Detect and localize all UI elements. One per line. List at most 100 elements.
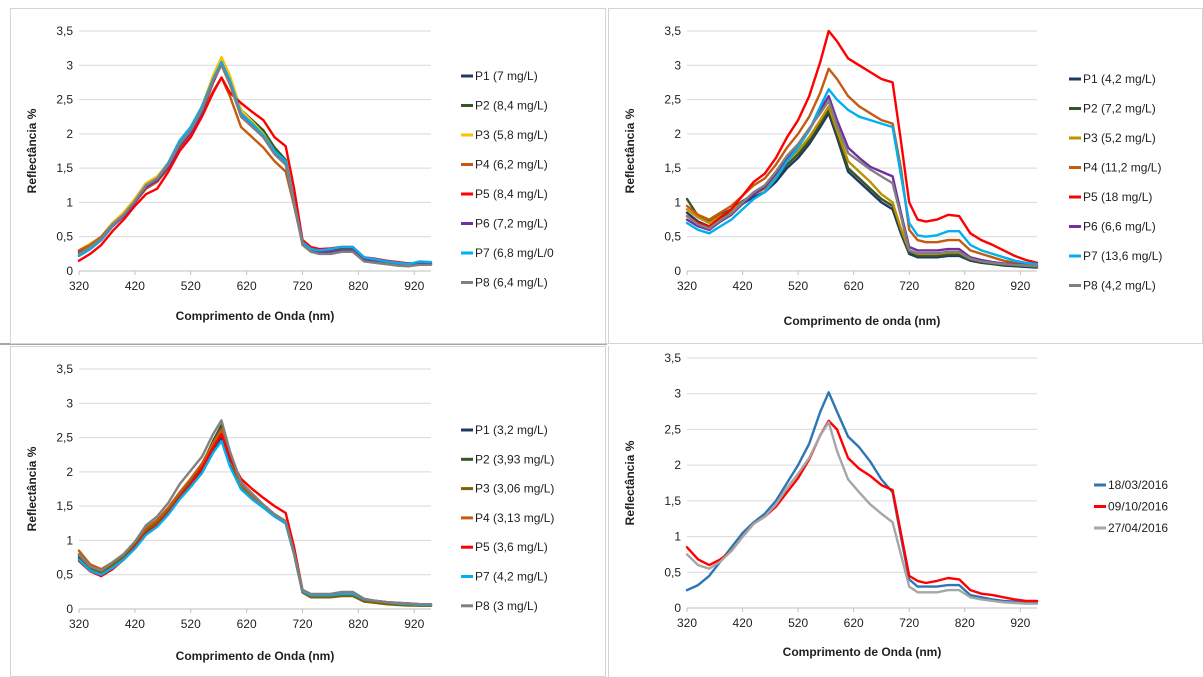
legend-label: P4 (3,13 mg/L) — [475, 511, 554, 525]
x-tick-label: 620 — [844, 279, 864, 293]
legend: P1 (4,2 mg/L) P2 (7,2 mg/L) P3 (5,2 mg/L) P… — [1069, 72, 1162, 293]
y-tick-label: 2,5 — [664, 93, 681, 107]
series-line-7 — [685, 88, 1039, 266]
chart-svg-1: 0 0,5 1 1,5 2 2,5 3 3,5 320 420 520 620 720 820 920 Com… — [25, 24, 554, 323]
series-line-3 — [77, 55, 433, 268]
series-line-3 — [77, 429, 433, 607]
legend-label: P7 (13,6 mg/L) — [1083, 249, 1162, 263]
legend-label: P2 (3,93 mg/L) — [475, 452, 554, 466]
y-tick-label: 1 — [66, 195, 73, 209]
chart-svg-2: 0 0,5 1 1,5 2 2,5 3 3,5 320 420 520 620 720 820 920 Com… — [623, 24, 1162, 328]
legend-label: P3 (5,8 mg/L) — [475, 128, 548, 142]
series-line-6 — [77, 439, 433, 607]
series-line-2 — [77, 423, 433, 607]
x-tick-label: 520 — [788, 279, 808, 293]
series-group — [77, 419, 433, 607]
legend-label: P5 (18 mg/L) — [1083, 190, 1152, 204]
x-axis-title: Comprimento de Onda (nm) — [176, 649, 335, 663]
y-tick-label: 1 — [66, 533, 73, 547]
legend-label: P2 (8,4 mg/L) — [475, 99, 548, 113]
y-tick-label: 2,5 — [664, 422, 681, 436]
series-line-1 — [77, 62, 433, 267]
x-tick-label: 320 — [677, 279, 697, 293]
y-axis-title: Reflectância % — [623, 108, 637, 193]
series-line-5 — [77, 76, 433, 265]
gridlines — [79, 30, 431, 272]
x-tick-label: 420 — [733, 616, 753, 630]
y-tick-label: 3,5 — [664, 24, 681, 38]
y-tick-label: 1 — [674, 530, 681, 544]
series-line-2 — [77, 60, 433, 267]
series-line-7 — [77, 60, 433, 266]
x-tick-label: 520 — [181, 617, 201, 631]
series-line-2 — [685, 419, 1039, 603]
y-tick-label: 1 — [674, 195, 681, 209]
x-tick-label: 720 — [899, 279, 919, 293]
legend-label: 18/03/2016 — [1108, 478, 1168, 492]
x-tick-label: 620 — [237, 617, 257, 631]
x-axis-title: Comprimento de Onda (nm) — [783, 645, 942, 659]
x-tick-label: 620 — [237, 279, 257, 293]
x-tick-label: 620 — [844, 616, 864, 630]
y-tick-label: 2,5 — [56, 93, 73, 107]
x-tick-label: 820 — [955, 616, 975, 630]
legend-label: P6 (6,6 mg/L) — [1083, 220, 1156, 234]
legend-label: P4 (11,2 mg/L) — [1083, 161, 1161, 175]
legend-label: P6 (7,2 mg/L) — [475, 217, 548, 231]
x-tick-label: 320 — [677, 616, 697, 630]
series-line-1 — [685, 112, 1039, 269]
legend-label: P1 (4,2 mg/L) — [1083, 72, 1156, 86]
legend: P1 (3,2 mg/L) P2 (3,93 mg/L) P3 (3,06 mg/L… — [461, 423, 554, 613]
legend-label: P8 (3 mg/L) — [475, 599, 538, 613]
series-line-7 — [77, 419, 433, 606]
chart-panel-1: 0 0,5 1 1,5 2 2,5 3 3,5 320 420 520 620 720 820 920 Com… — [10, 8, 606, 344]
y-axis-title: Reflectância % — [25, 446, 39, 531]
series-line-1 — [77, 436, 433, 607]
y-tick-label: 2 — [674, 127, 681, 141]
x-tick-label: 420 — [125, 279, 145, 293]
y-tick-label: 0,5 — [56, 568, 73, 582]
series-line-1 — [685, 391, 1039, 604]
y-tick-label: 3 — [66, 396, 73, 410]
y-tick-label: 0 — [66, 264, 73, 278]
y-tick-label: 0 — [674, 601, 681, 615]
legend-label: 27/04/2016 — [1108, 521, 1168, 535]
gridlines — [687, 30, 1037, 272]
x-tick-label: 320 — [69, 279, 89, 293]
y-tick-label: 0 — [66, 602, 73, 616]
x-tick-label: 420 — [733, 279, 753, 293]
x-tick-label: 820 — [955, 279, 975, 293]
x-tick-label: 920 — [404, 617, 424, 631]
x-tick-label: 920 — [404, 279, 424, 293]
y-tick-label: 2 — [66, 127, 73, 141]
y-tick-label: 0 — [674, 264, 681, 278]
legend-label: P2 (7,2 mg/L) — [1083, 102, 1156, 116]
x-tick-label: 520 — [788, 616, 808, 630]
y-tick-label: 0,5 — [664, 565, 681, 579]
legend-label: P1 (7 mg/L) — [475, 69, 538, 83]
x-tick-label: 820 — [348, 617, 368, 631]
series-line-4 — [77, 428, 433, 607]
y-axis-title: Reflectância % — [623, 440, 637, 525]
legend-label: P8 (4,2 mg/L) — [1083, 279, 1156, 293]
legend-label: P7 (6,8 mg/L/0 — [475, 246, 554, 260]
x-tick-label: 320 — [69, 617, 89, 631]
y-tick-label: 2,5 — [56, 431, 73, 445]
series-line-5 — [685, 29, 1039, 265]
y-tick-label: 1,5 — [56, 499, 73, 513]
x-tick-label: 920 — [1010, 279, 1030, 293]
panel-separator — [0, 343, 607, 345]
x-tick-label: 920 — [1010, 616, 1030, 630]
series-line-6 — [77, 62, 433, 267]
chart-panel-3: 0 0,5 1 1,5 2 2,5 3 3,5 320 420 520 620 720 820 920 Com… — [10, 346, 606, 677]
series-line-4 — [77, 76, 433, 268]
y-tick-label: 3,5 — [56, 362, 73, 376]
chart-svg-4: 0 0,5 1 1,5 2 2,5 3 3,5 320 420 520 620 720 820 920 Com… — [623, 351, 1168, 659]
gridlines — [79, 368, 431, 610]
x-tick-label: 820 — [348, 279, 368, 293]
chart-svg-3: 0 0,5 1 1,5 2 2,5 3 3,5 320 420 520 620 720 820 920 Com… — [25, 362, 554, 663]
x-tick-label: 720 — [292, 279, 312, 293]
legend-label: P5 (8,4 mg/L) — [475, 187, 548, 201]
legend-label: P4 (6,2 mg/L) — [475, 158, 548, 172]
x-tick-label: 720 — [899, 616, 919, 630]
